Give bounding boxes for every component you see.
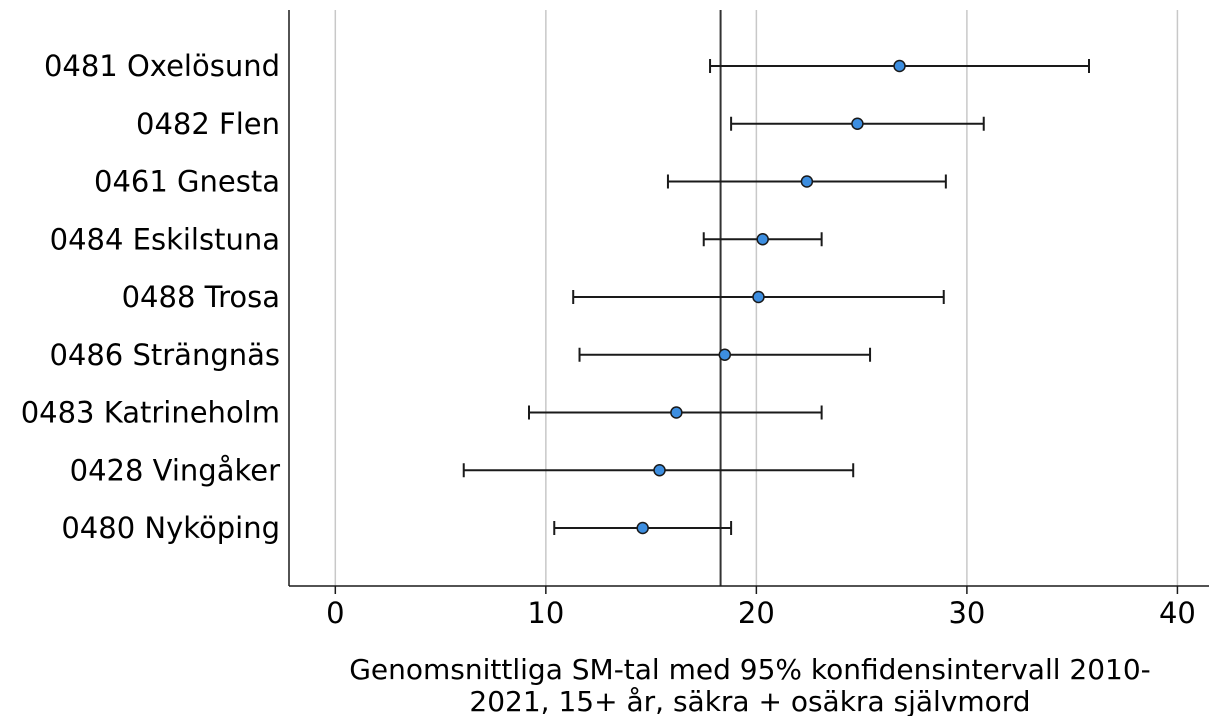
data-point-0428-ving-ker xyxy=(653,464,666,477)
category-label-0482-flen: 0482 Flen xyxy=(136,107,280,141)
category-label-0484-eskilstuna: 0484 Eskilstuna xyxy=(50,222,280,256)
data-points xyxy=(636,59,906,535)
category-labels: 0481 Oxelösund 0482 Flen 0461 Gnesta 0484 E… xyxy=(21,49,280,545)
data-point-0481-oxel-sund xyxy=(893,59,906,73)
category-label-0481-oxel-sund: 0481 Oxelösund xyxy=(44,49,280,83)
x-axis-title-line-2: 2021, 15+ år, säkra + osäkra självmord xyxy=(469,685,1030,716)
x-tick-label-0: 0 xyxy=(326,596,344,630)
category-label-0486-str-ngn-s: 0486 Strängnäs xyxy=(49,338,280,372)
category-label-0461-gnesta: 0461 Gnesta xyxy=(94,165,280,199)
error-bars xyxy=(462,59,1090,535)
data-point-0484-eskilstuna xyxy=(756,233,769,246)
data-point-0480-nyk-ping xyxy=(636,521,649,535)
axes xyxy=(288,10,1209,594)
category-label-0488-trosa: 0488 Trosa xyxy=(122,280,280,314)
x-axis-title-line-1: Genomsnittliga SM-tal med 95% konfidensi… xyxy=(349,653,1151,686)
x-tick-labels: 0 10 20 30 40 xyxy=(326,596,1196,630)
x-tick-label-20: 20 xyxy=(738,596,775,630)
category-label-0428-ving-ker: 0428 Vingåker xyxy=(70,453,280,487)
data-point-0483-katrineholm xyxy=(670,406,683,419)
category-label-0483-katrineholm: 0483 Katrineholm xyxy=(21,396,280,430)
x-tick-label-30: 30 xyxy=(948,596,985,630)
x-tick-label-40: 40 xyxy=(1159,596,1196,630)
data-point-0482-flen xyxy=(851,117,864,130)
data-point-0486-str-ngn-s xyxy=(718,348,732,361)
category-label-0480-nyk-ping: 0480 Nyköping xyxy=(61,511,280,545)
data-point-0488-trosa xyxy=(752,290,765,304)
data-point-0461-gnesta xyxy=(800,175,814,188)
x-tick-label-10: 10 xyxy=(527,596,564,630)
